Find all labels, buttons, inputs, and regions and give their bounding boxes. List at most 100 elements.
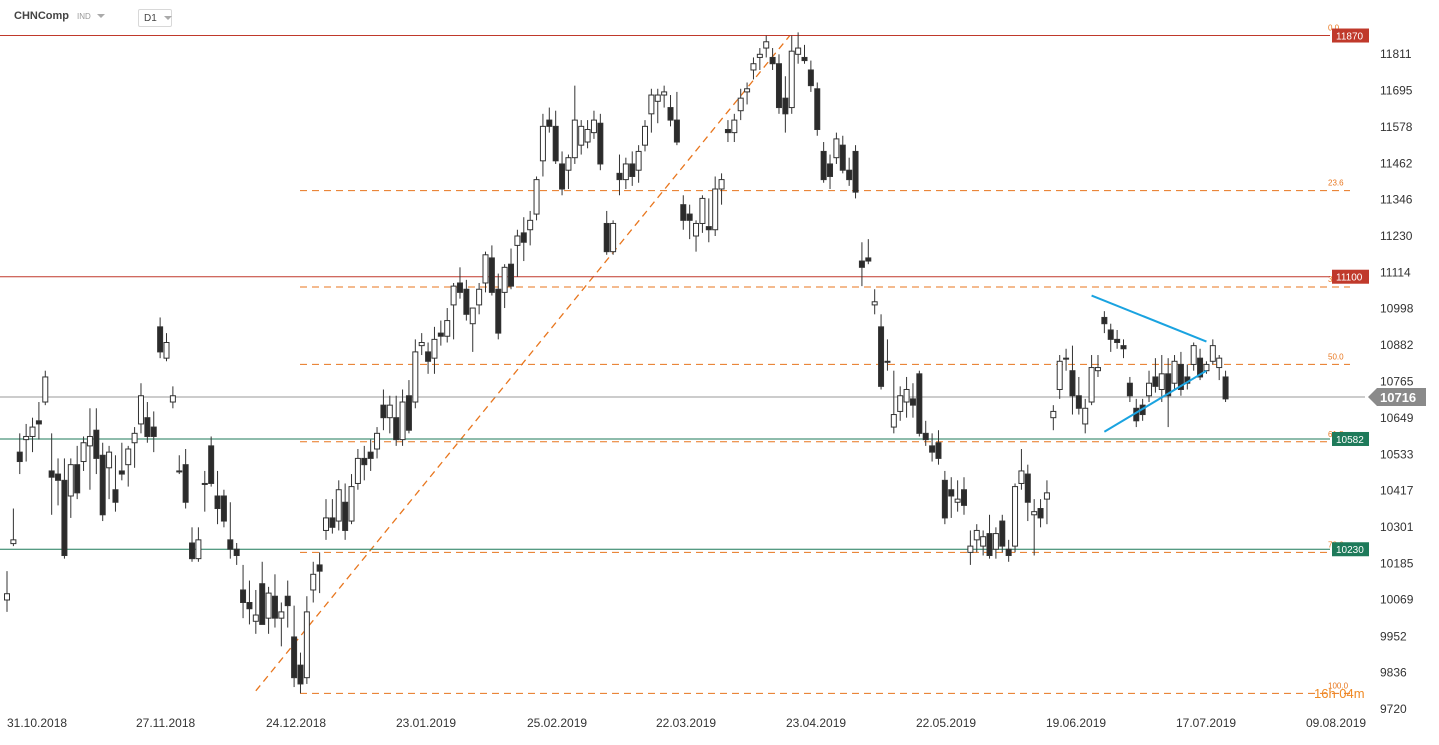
candle-body [769, 56, 776, 65]
y-tick-label: 10649 [1380, 411, 1414, 425]
candle [1146, 370, 1153, 403]
candle [999, 514, 1006, 553]
candle [699, 195, 706, 233]
candle [4, 571, 10, 612]
candle-body [208, 445, 215, 484]
candle-body [80, 442, 87, 463]
candle [342, 483, 349, 540]
symbol-selector[interactable]: CHNComp IND [14, 10, 105, 22]
candle-body [673, 119, 680, 143]
candle-body [246, 601, 253, 610]
candle [131, 427, 138, 468]
symbol-type: IND [77, 11, 91, 21]
candle-body [801, 56, 808, 62]
candle-body [35, 420, 42, 425]
candle-body [157, 326, 164, 353]
candle-body [795, 47, 802, 55]
candle [227, 502, 234, 559]
candle-body [661, 91, 668, 96]
candle [1184, 364, 1191, 390]
fib-level-label: 23.6 [1328, 179, 1344, 188]
candle-body [418, 342, 425, 347]
candle-body [814, 88, 821, 130]
candle-body [323, 517, 329, 531]
last-price-tag [1368, 388, 1426, 407]
candle-body [820, 150, 827, 181]
candle-body [1018, 470, 1025, 484]
candle [29, 417, 36, 453]
candle-body [514, 235, 521, 246]
candle [827, 154, 834, 190]
triangle-line [1103, 369, 1207, 433]
candle-body [61, 479, 68, 557]
candle-body [450, 285, 457, 306]
candle [93, 408, 100, 475]
candle [469, 307, 476, 352]
candle-body [1012, 486, 1019, 547]
candle [1101, 311, 1108, 334]
support-label: 10230 [1336, 545, 1364, 556]
candle [1063, 348, 1070, 371]
candle [1177, 351, 1184, 396]
candle-body [163, 342, 170, 359]
candle-body [118, 470, 125, 475]
candle [539, 113, 546, 177]
candle [795, 32, 802, 64]
candle-body [1094, 367, 1101, 372]
candle [463, 279, 470, 321]
candle-body [354, 457, 361, 484]
candle [1043, 480, 1050, 525]
candle-body [284, 595, 291, 607]
candle [616, 154, 623, 196]
candle-body [546, 119, 553, 127]
candle-body [909, 398, 916, 406]
candle [744, 82, 751, 105]
candle-body [48, 470, 55, 478]
candle-body [1171, 360, 1178, 384]
candle [137, 383, 144, 434]
candle [1088, 355, 1095, 406]
candle [603, 210, 610, 255]
candle-body [1088, 367, 1095, 403]
candle-body [833, 138, 840, 159]
candle [846, 157, 853, 186]
fib-level-label: 0.0 [1328, 24, 1340, 33]
y-tick-label: 9720 [1380, 702, 1407, 716]
candle-body [1165, 373, 1172, 397]
candle [654, 88, 661, 124]
candle-body [42, 376, 49, 403]
timeframe-select[interactable]: D1 [138, 9, 172, 27]
support-label: 10582 [1336, 435, 1364, 446]
candle [571, 85, 578, 164]
candle [839, 135, 846, 174]
y-tick-label: 11230 [1380, 229, 1413, 243]
candle-body [456, 282, 463, 293]
candle-body [584, 128, 591, 143]
y-tick-label: 9952 [1380, 629, 1407, 643]
candle [182, 449, 189, 509]
candle [878, 314, 885, 390]
candle [661, 85, 668, 108]
candle [961, 477, 967, 515]
candle [265, 586, 272, 634]
candle-body [980, 536, 987, 547]
candle-body [501, 266, 508, 293]
candle-body [29, 426, 36, 437]
candle [431, 326, 438, 374]
candle [329, 499, 336, 534]
candle-body [291, 636, 298, 679]
candle [514, 229, 521, 277]
candle-body [667, 107, 674, 121]
candle-body [635, 150, 642, 171]
candle-body [1222, 376, 1229, 400]
candle-body [610, 222, 617, 253]
candle [271, 574, 278, 628]
candle-body [763, 41, 770, 49]
candle [99, 442, 106, 522]
candle [929, 433, 936, 462]
candle-body [622, 163, 629, 181]
candle-body [1120, 345, 1127, 350]
candle [769, 48, 776, 70]
